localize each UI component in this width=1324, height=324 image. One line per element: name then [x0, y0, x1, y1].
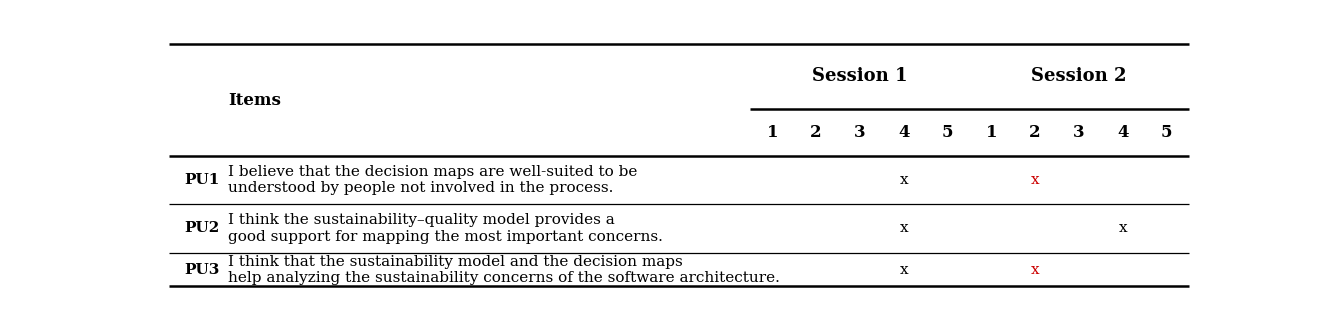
Text: 3: 3 — [1074, 124, 1084, 141]
Text: Items: Items — [228, 91, 281, 109]
Text: 4: 4 — [1117, 124, 1128, 141]
Text: 2: 2 — [810, 124, 822, 141]
Text: x: x — [1031, 173, 1039, 187]
Text: 1: 1 — [767, 124, 779, 141]
Text: 5: 5 — [1161, 124, 1172, 141]
Text: 1: 1 — [985, 124, 997, 141]
Text: 2: 2 — [1029, 124, 1041, 141]
Text: I believe that the decision maps are well-suited to be
understood by people not : I believe that the decision maps are wel… — [228, 165, 637, 195]
Text: 3: 3 — [854, 124, 866, 141]
Text: I think that the sustainability model and the decision maps
help analyzing the s: I think that the sustainability model an… — [228, 255, 780, 285]
Text: 5: 5 — [941, 124, 953, 141]
Text: x: x — [1119, 222, 1127, 236]
Text: Session 2: Session 2 — [1031, 67, 1127, 85]
Text: x: x — [899, 263, 908, 277]
Text: I think the sustainability–quality model provides a
good support for mapping the: I think the sustainability–quality model… — [228, 214, 663, 244]
Text: PU3: PU3 — [184, 263, 220, 277]
Text: PU1: PU1 — [184, 173, 220, 187]
Text: x: x — [899, 173, 908, 187]
Text: x: x — [899, 222, 908, 236]
Text: 4: 4 — [898, 124, 910, 141]
Text: Session 1: Session 1 — [812, 67, 908, 85]
Text: PU2: PU2 — [184, 222, 220, 236]
Text: x: x — [1031, 263, 1039, 277]
